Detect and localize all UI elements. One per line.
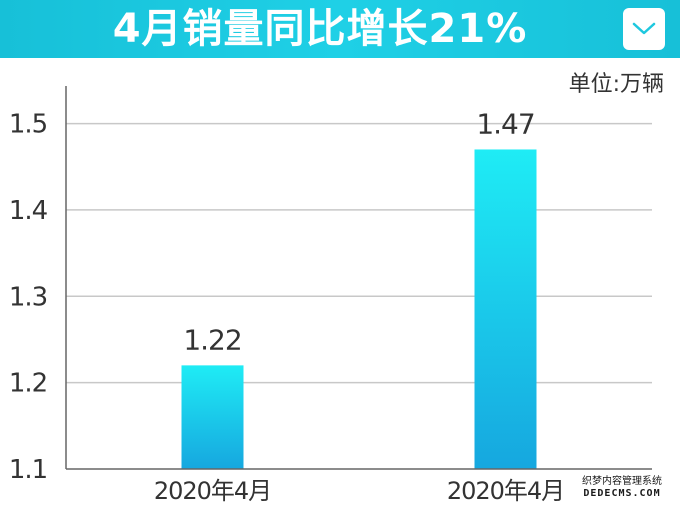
bar xyxy=(474,149,537,469)
y-tick-label: 1.5 xyxy=(9,110,47,140)
y-tick-label: 1.2 xyxy=(9,369,47,399)
unit-label: 单位:万辆 xyxy=(568,72,664,97)
chart-title: 4月销量同比增长21% xyxy=(112,6,528,52)
dropdown-button[interactable] xyxy=(623,8,665,50)
x-tick-label: 2020年4月 xyxy=(447,477,564,505)
y-tick-label: 1.3 xyxy=(9,282,47,312)
chart-header: 4月销量同比增长21% xyxy=(0,0,680,58)
y-tick-label: 1.4 xyxy=(9,196,48,226)
data-label: 1.22 xyxy=(183,323,241,356)
watermark: 织梦内容管理系统 DEDECMS.COM xyxy=(570,476,674,500)
y-tick-label: 1.1 xyxy=(9,455,47,485)
watermark-line1: 织梦内容管理系统 xyxy=(582,476,662,487)
bar xyxy=(181,365,244,469)
watermark-line2: DEDECMS.COM xyxy=(583,488,661,499)
data-label: 1.47 xyxy=(476,107,534,140)
x-tick-label: 2020年4月 xyxy=(154,477,271,505)
chevron-down-icon xyxy=(632,22,656,35)
